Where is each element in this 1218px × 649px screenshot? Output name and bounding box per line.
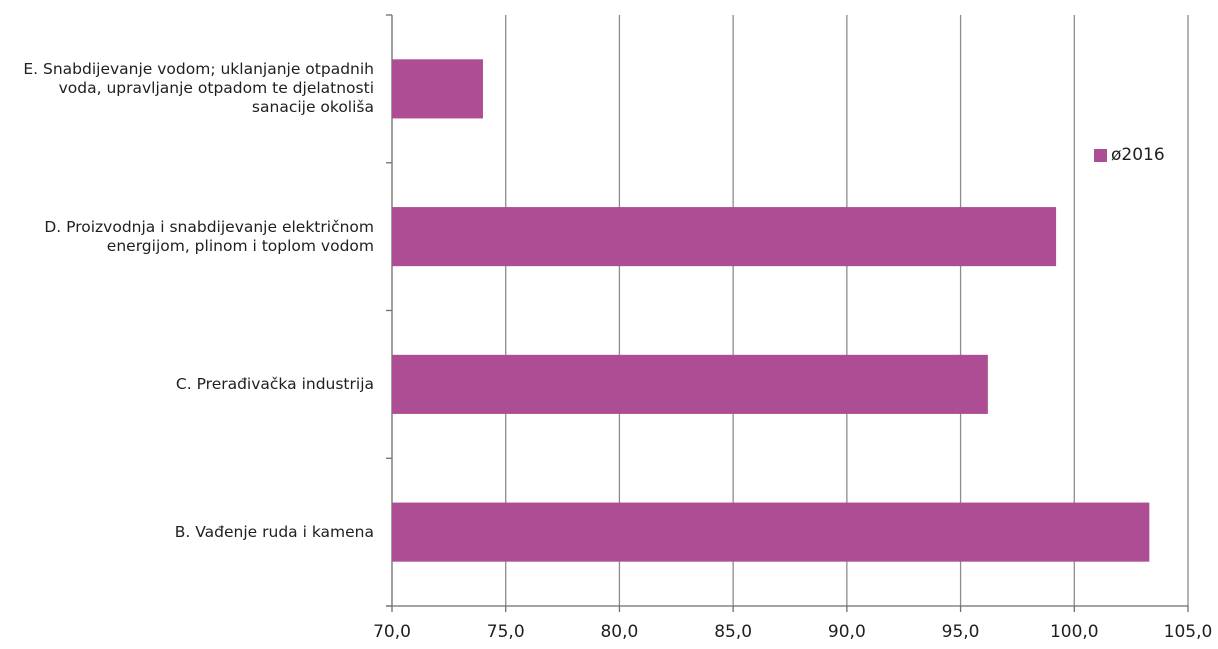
- x-tick-label: 100,0: [1050, 622, 1099, 642]
- category-label-line: energijom, plinom i toplom vodom: [106, 236, 374, 255]
- legend: ø2016: [1094, 145, 1165, 165]
- x-tick-label: 95,0: [942, 622, 980, 642]
- legend-label: ø2016: [1111, 145, 1165, 165]
- category-label-line: E. Snabdijevanje vodom; uklanjanje otpad…: [23, 60, 374, 79]
- bar-0: [392, 59, 483, 119]
- category-label: E. Snabdijevanje vodom; uklanjanje otpad…: [0, 60, 374, 117]
- x-tick-label: 70,0: [373, 622, 411, 642]
- bar-2: [392, 354, 988, 414]
- category-label: D. Proizvodnja i snabdijevanje električn…: [0, 218, 374, 256]
- bar-3: [392, 502, 1150, 562]
- category-label-line: D. Proizvodnja i snabdijevanje električn…: [44, 217, 374, 236]
- category-label: C. Prerađivačka industrija: [0, 375, 374, 394]
- legend-swatch: [1094, 148, 1107, 162]
- x-tick-label: 75,0: [487, 622, 525, 642]
- x-tick-label: 90,0: [828, 622, 866, 642]
- x-tick-label: 85,0: [714, 622, 752, 642]
- category-label-line: sanacije okoliša: [251, 98, 374, 117]
- category-label-line: voda, upravljanje otpadom te djelatnosti: [58, 79, 374, 98]
- category-label-line: B. Vađenje ruda i kamena: [174, 522, 374, 541]
- x-tick-label: 80,0: [600, 622, 638, 642]
- x-tick-label: 105,0: [1164, 622, 1213, 642]
- bar-1: [392, 207, 1057, 267]
- category-label-line: C. Prerađivačka industrija: [175, 374, 374, 393]
- category-label: B. Vađenje ruda i kamena: [0, 523, 374, 542]
